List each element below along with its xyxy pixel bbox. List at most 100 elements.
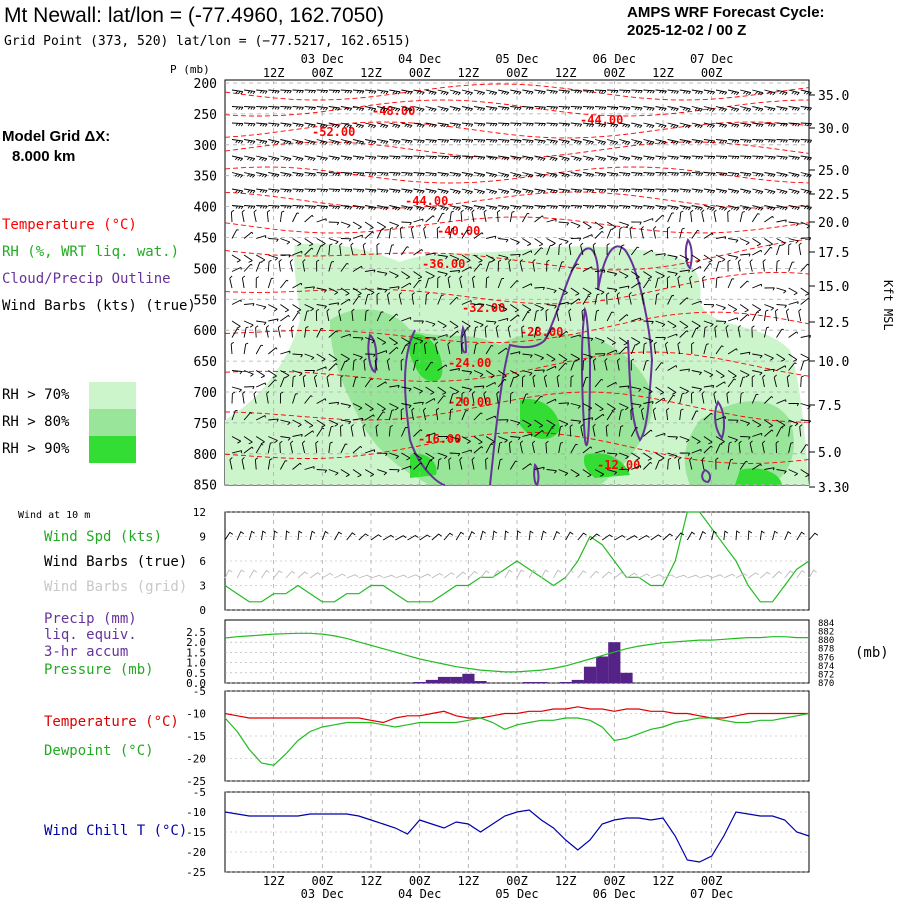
wind-barb xyxy=(582,221,592,230)
wind-barb xyxy=(619,188,631,193)
wind-barb xyxy=(302,259,306,272)
wind-barb xyxy=(461,370,473,375)
wind-barb xyxy=(631,403,642,408)
wind-barb xyxy=(498,188,510,195)
wind-speed-tick: 0 xyxy=(199,604,206,617)
wind-barb xyxy=(460,209,464,223)
wind-barb xyxy=(461,155,474,160)
wind-barb xyxy=(640,407,645,421)
wind-barb-grid xyxy=(346,574,359,579)
wind-barb-grid xyxy=(322,572,334,579)
wind-barb xyxy=(352,155,365,161)
wind-barb xyxy=(740,172,752,177)
wind-barb xyxy=(679,155,692,160)
wind-barb xyxy=(655,337,666,341)
wind-barb xyxy=(667,386,677,395)
wind-barb xyxy=(449,330,459,338)
wind-barb xyxy=(340,205,353,210)
wind-barb xyxy=(280,106,292,110)
wind-barb xyxy=(715,188,728,194)
wind-barb xyxy=(291,325,295,338)
wind-barb xyxy=(546,106,558,110)
wind-barb xyxy=(691,410,699,421)
precip-label-3: 3-hr accum xyxy=(44,644,129,660)
wind-barb xyxy=(410,225,415,239)
wind-barb xyxy=(485,89,498,96)
wind-barb xyxy=(365,172,377,176)
wind-barb xyxy=(292,433,303,437)
wind-barb xyxy=(752,106,764,112)
wind-barb xyxy=(401,282,412,289)
wind-barb xyxy=(304,310,310,322)
wind-barb xyxy=(483,209,487,223)
temperature-label: Temperature (°C) xyxy=(44,714,179,730)
wind-barb xyxy=(401,246,409,256)
wind-barb xyxy=(328,238,339,245)
wind-barb xyxy=(788,402,799,407)
wind-barb xyxy=(292,312,301,322)
wind-barb xyxy=(691,370,702,376)
wind-barb xyxy=(389,452,399,459)
wind-barb xyxy=(328,287,339,295)
wind-barb xyxy=(292,250,303,256)
precip-tick: 1.0 xyxy=(186,657,206,670)
wind-barb xyxy=(231,409,238,421)
wind-barb xyxy=(522,419,532,428)
wind-barb xyxy=(593,358,597,371)
wind-barb xyxy=(510,304,519,313)
wind-barb xyxy=(461,139,474,143)
wind-barb xyxy=(605,424,609,437)
wind-barb xyxy=(594,413,605,421)
wind-barb xyxy=(510,205,522,210)
legend-rh90-label: RH > 90% xyxy=(2,441,70,457)
temp-tick: -25 xyxy=(186,775,206,788)
bottom-hour-label: 12Z xyxy=(555,874,577,888)
wind-barb xyxy=(607,172,619,177)
wind-barb xyxy=(764,246,773,256)
wind-barb xyxy=(655,293,660,305)
wind-barb xyxy=(498,238,509,243)
wind-barb xyxy=(268,188,280,193)
wind-barb xyxy=(422,407,427,421)
wind-barb xyxy=(776,188,788,195)
wind-barb xyxy=(776,287,787,294)
chill-panel xyxy=(224,791,810,873)
wind-barb xyxy=(631,89,643,94)
wind-barb xyxy=(558,261,565,272)
wind-barb xyxy=(510,122,522,127)
wind-barb xyxy=(449,210,454,223)
wind-barb xyxy=(679,330,689,338)
wind-barb xyxy=(521,325,525,338)
wind-barb xyxy=(728,139,740,144)
wind-barb xyxy=(607,106,619,111)
wind-barb xyxy=(231,370,243,375)
wind-barb-true xyxy=(455,531,465,541)
wind-barb xyxy=(365,89,377,94)
precip-panel xyxy=(224,619,810,684)
wind-barb-grid xyxy=(589,570,600,579)
wind-barb xyxy=(389,337,398,346)
wind-barb xyxy=(570,172,582,178)
wind-barb xyxy=(377,89,389,95)
wind-barb xyxy=(606,243,610,255)
wind-barb xyxy=(570,122,583,127)
wind-barb xyxy=(631,221,642,225)
wind-barb xyxy=(522,433,533,437)
wind-barb xyxy=(619,385,630,389)
precip-bar xyxy=(608,642,621,683)
wind-barb xyxy=(401,122,413,129)
wind-barb xyxy=(714,325,718,338)
wind-barb xyxy=(715,254,726,262)
wind-barb xyxy=(401,172,413,177)
wind-barb xyxy=(607,287,618,293)
wind-barb xyxy=(316,419,326,428)
wind-barb xyxy=(739,304,749,313)
wind-barb xyxy=(256,172,268,178)
wind-barb xyxy=(507,325,511,338)
wind-barb xyxy=(606,228,614,239)
wind-barb xyxy=(558,441,564,454)
wind-barb xyxy=(606,349,617,355)
wind-barb xyxy=(352,337,364,341)
wind-barb xyxy=(703,326,708,338)
wind-barb xyxy=(292,188,304,193)
